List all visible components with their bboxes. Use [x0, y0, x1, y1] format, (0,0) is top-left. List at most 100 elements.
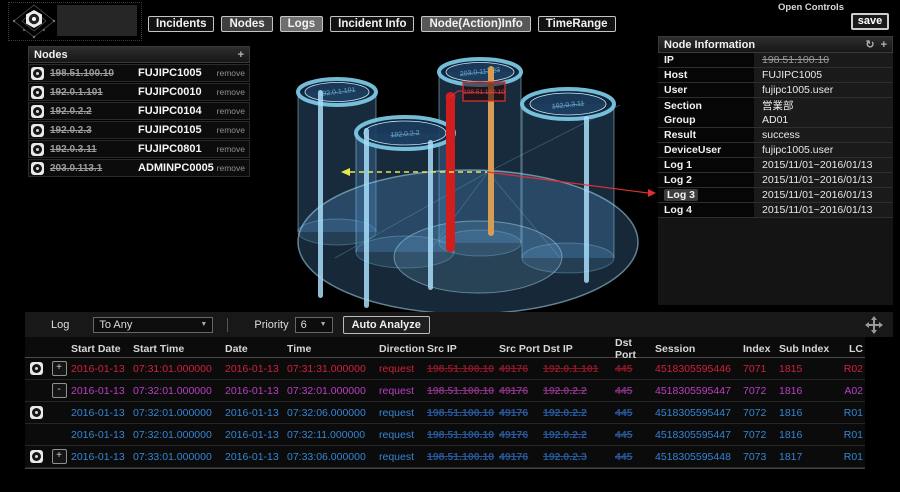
node-ip: 192.0.2.2	[50, 106, 138, 117]
cell-dst-ip: 192.0.1.101	[543, 363, 615, 375]
gear-icon[interactable]	[31, 105, 44, 118]
node-info-label-cell: Group	[658, 113, 754, 127]
node-info-value: 営業部	[754, 98, 893, 113]
auto-analyze-button[interactable]: Auto Analyze	[343, 316, 430, 334]
collapse-button[interactable]: -	[52, 383, 67, 398]
remove-link[interactable]: remove	[217, 68, 245, 78]
column-header-time: Time	[287, 343, 379, 355]
gear-icon[interactable]	[30, 406, 43, 419]
node-info-label: Section	[664, 100, 702, 112]
node-info-row: DeviceUserfujipc1005.user	[658, 143, 893, 158]
refresh-icon[interactable]: ↻	[865, 38, 874, 51]
cell-dst-ip: 192.0.2.2	[543, 429, 615, 441]
node-row: 192.0.3.11FUJIPC0801remove	[28, 140, 250, 158]
node-info-label: Log 2	[664, 174, 692, 186]
priority-select[interactable]: 6 ▼	[295, 317, 333, 333]
node-ip: 192.0.2.3	[50, 125, 138, 136]
node-info-label-cell: Log 1	[658, 158, 754, 172]
nodes-panel-header: Nodes +	[28, 46, 250, 63]
cell-index: 7071	[743, 363, 779, 375]
gear-icon[interactable]	[31, 124, 44, 137]
save-button[interactable]: save	[851, 13, 889, 30]
gear-icon[interactable]	[31, 162, 44, 175]
cell-lc: R01	[831, 407, 863, 419]
remove-link[interactable]: remove	[217, 163, 245, 173]
cell-dst-ip: 192.0.2.2	[543, 385, 615, 397]
nodes-panel-title: Nodes	[34, 49, 68, 61]
gear-core	[33, 145, 42, 154]
cell-start-time: 07:32:01.000000	[133, 429, 225, 441]
gear-icon[interactable]	[31, 86, 44, 99]
add-icon[interactable]: +	[238, 49, 244, 61]
expand-button[interactable]: +	[52, 361, 67, 376]
add-icon[interactable]: +	[881, 39, 887, 51]
tab-logs[interactable]: Logs	[280, 16, 323, 32]
remove-link[interactable]: remove	[217, 87, 245, 97]
node-info-row: Log 22015/11/01~2016/01/13	[658, 173, 893, 188]
gear-core	[33, 69, 42, 78]
node-info-label: Group	[664, 114, 696, 126]
node-ip: 192.0.1.101	[50, 87, 138, 98]
gear-icon[interactable]	[30, 450, 43, 463]
cell-index: 7072	[743, 407, 779, 419]
cell-direction: request	[379, 407, 427, 419]
log-row: 2016-01-1307:32:01.0000002016-01-1307:32…	[25, 424, 865, 446]
remove-link[interactable]: remove	[217, 125, 245, 135]
column-header-start-time: Start Time	[133, 343, 225, 355]
expand-button[interactable]: +	[52, 449, 67, 464]
node-host: FUJIPC0104	[138, 105, 217, 117]
node-info-row: Userfujipc1005.user	[658, 83, 893, 98]
cell-src-port: 49176	[499, 429, 543, 441]
open-controls-toggle[interactable]: Open Controls	[778, 2, 844, 13]
cell-time: 07:32:06.000000	[287, 407, 379, 419]
alert-label: 198.51.100.10	[463, 89, 505, 96]
gear-icon[interactable]	[31, 143, 44, 156]
column-header-src-port: Src Port	[499, 343, 543, 355]
tab-node-action-info[interactable]: Node(Action)Info	[421, 16, 530, 32]
cell-index: 7072	[743, 385, 779, 397]
cell-src-port: 49176	[499, 385, 543, 397]
node-info-label-cell: Host	[658, 68, 754, 82]
gear-core	[32, 364, 41, 373]
cell-dst-port: 445	[615, 385, 655, 397]
cell-src-port: 49176	[499, 407, 543, 419]
cell-sub-index: 1816	[779, 407, 831, 419]
tab-incident-info[interactable]: Incident Info	[330, 16, 414, 32]
divider	[227, 318, 228, 332]
node-row: 192.0.2.2FUJIPC0104remove	[28, 102, 250, 120]
menu-tabs: Incidents Nodes Logs Incident Info Node(Acti…	[148, 16, 616, 32]
node-info-label: Host	[664, 69, 687, 81]
alert-label-box[interactable]: 198.51.100.10	[463, 82, 505, 101]
remove-link[interactable]: remove	[217, 106, 245, 116]
node-info-label: Log 3	[664, 189, 698, 201]
tab-incidents[interactable]: Incidents	[148, 16, 214, 32]
cell-src-port: 49176	[499, 363, 543, 375]
cell-dst-ip: 192.0.2.3	[543, 451, 615, 463]
expander-cell: +	[47, 361, 71, 376]
column-header-dst-ip: Dst IP	[543, 343, 615, 355]
log-filter-select[interactable]: To Any ▼	[93, 317, 213, 333]
tab-nodes[interactable]: Nodes	[221, 16, 272, 32]
node-info-label: IP	[664, 54, 674, 66]
node-row: 203.0.113.1ADMINPC0005remove	[28, 159, 250, 177]
cell-lc: R01	[831, 429, 863, 441]
gear-icon[interactable]	[31, 67, 44, 80]
tab-timerange[interactable]: TimeRange	[538, 16, 616, 32]
move-icon[interactable]	[865, 316, 883, 334]
node-info-row: Resultsuccess	[658, 128, 893, 143]
gear-cell	[25, 406, 47, 419]
gear-icon[interactable]	[30, 362, 43, 375]
column-header-dst-port: Dst Port	[615, 337, 655, 361]
node-row: 192.0.1.101FUJIPC0010remove	[28, 83, 250, 101]
log-row: +2016-01-1307:31:01.0000002016-01-1307:3…	[25, 358, 865, 380]
app-logo-icon	[11, 3, 57, 40]
cell-start-time: 07:33:01.000000	[133, 451, 225, 463]
gear-core	[33, 107, 42, 116]
log-filter-bar: Log To Any ▼ Priority 6 ▼ Auto Analyze	[25, 312, 893, 337]
node-info-row: HostFUJIPC1005	[658, 68, 893, 83]
cell-index: 7073	[743, 451, 779, 463]
cell-start-date: 2016-01-13	[71, 407, 133, 419]
remove-link[interactable]: remove	[217, 144, 245, 154]
log-row: +2016-01-1307:33:01.0000002016-01-1307:3…	[25, 446, 865, 468]
gear-cell	[25, 450, 47, 463]
